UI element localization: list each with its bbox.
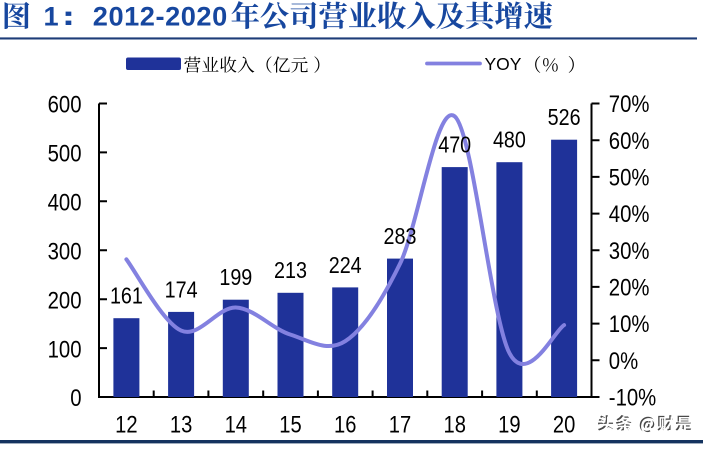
svg-text:300: 300 <box>48 238 82 265</box>
svg-text:0: 0 <box>70 384 81 411</box>
svg-text:174: 174 <box>165 276 198 303</box>
svg-text:400: 400 <box>48 189 82 216</box>
svg-text:283: 283 <box>384 222 417 249</box>
svg-text:526: 526 <box>548 103 581 130</box>
svg-text:161: 161 <box>110 282 143 309</box>
svg-text:20: 20 <box>553 411 575 438</box>
svg-text:0%: 0% <box>609 347 638 374</box>
svg-text:-10%: -10% <box>609 384 656 411</box>
svg-text:13: 13 <box>170 411 192 438</box>
svg-text:12: 12 <box>115 411 137 438</box>
svg-text:50%: 50% <box>609 164 650 191</box>
svg-text:14: 14 <box>225 411 247 438</box>
svg-text:2012-2020: 2012-2020 <box>93 0 228 31</box>
svg-text:17: 17 <box>389 411 411 438</box>
svg-text:16: 16 <box>334 411 356 438</box>
svg-text:224: 224 <box>329 251 362 278</box>
svg-text:15: 15 <box>279 411 301 438</box>
svg-text:480: 480 <box>493 126 526 153</box>
svg-text:70%: 70% <box>609 90 650 117</box>
svg-text:18: 18 <box>443 411 465 438</box>
svg-text:1: 1 <box>44 0 59 31</box>
svg-text:213: 213 <box>274 257 307 284</box>
svg-text:200: 200 <box>48 287 82 314</box>
svg-text:YOY: YOY <box>485 54 522 74</box>
svg-text:100: 100 <box>48 336 82 363</box>
svg-text:19: 19 <box>498 411 520 438</box>
svg-text:470: 470 <box>438 131 471 158</box>
svg-text:30%: 30% <box>609 237 650 264</box>
svg-text:500: 500 <box>48 140 82 167</box>
svg-text:20%: 20% <box>609 274 650 301</box>
svg-text:60%: 60% <box>609 127 650 154</box>
svg-text:199: 199 <box>219 263 252 290</box>
svg-text:10%: 10% <box>609 310 650 337</box>
svg-text:600: 600 <box>48 91 82 118</box>
svg-text:40%: 40% <box>609 200 650 227</box>
